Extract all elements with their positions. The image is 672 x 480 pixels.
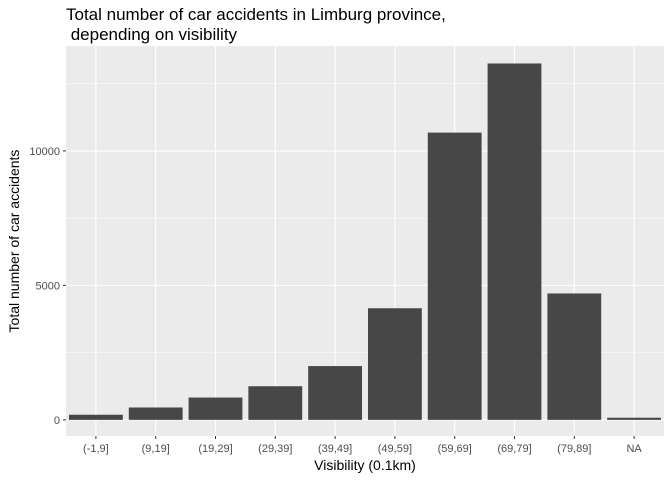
x-tick-label: (19,29] xyxy=(198,443,232,455)
x-tick-label: (-1,9] xyxy=(83,443,109,455)
y-axis: 0 5000 10000 xyxy=(29,146,66,427)
y-tick-label: 0 xyxy=(54,415,60,427)
bar xyxy=(607,417,662,420)
x-tick-label: NA xyxy=(626,443,642,455)
bar xyxy=(367,308,422,420)
bar xyxy=(487,63,542,420)
bar xyxy=(547,293,602,420)
y-tick-label: 10000 xyxy=(29,146,60,158)
x-axis-title: Visibility (0.1km) xyxy=(314,457,416,473)
x-axis: (-1,9] (9,19] (19,29] (29,39] (39,49] (49,59]… xyxy=(83,436,642,455)
bar xyxy=(427,132,482,420)
x-tick-label: (29,39] xyxy=(258,443,292,455)
x-tick-label: (69,79] xyxy=(497,443,531,455)
x-tick-label: (79,89] xyxy=(557,443,591,455)
y-axis-title: Total number of car accidents xyxy=(6,150,22,333)
bar xyxy=(128,407,183,420)
y-tick-label: 5000 xyxy=(36,280,60,292)
bar xyxy=(308,366,363,420)
bar xyxy=(68,414,123,420)
chart-title-line: depending on visibility xyxy=(66,25,238,44)
bar xyxy=(188,397,243,420)
x-tick-label: (59,69] xyxy=(438,443,472,455)
chart-title: Total number of car accidents in Limburg… xyxy=(66,5,446,44)
x-tick-label: (49,59] xyxy=(378,443,412,455)
bar xyxy=(248,386,303,420)
x-tick-label: (39,49] xyxy=(318,443,352,455)
bars xyxy=(68,63,662,420)
x-tick-label: (9,19] xyxy=(142,443,170,455)
chart-title-line: Total number of car accidents in Limburg… xyxy=(66,5,446,24)
